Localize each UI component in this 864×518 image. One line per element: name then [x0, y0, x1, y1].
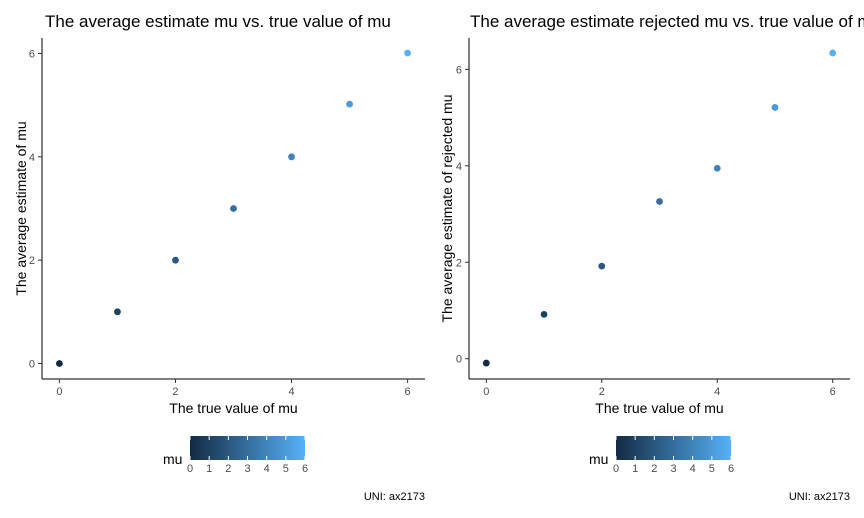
legend-tick-label: 4 [690, 463, 696, 475]
data-point [404, 49, 411, 57]
data-point [172, 256, 179, 264]
legend-tick-label: 1 [206, 463, 212, 475]
chart-panel-2: The average estimate rejected mu vs. tru… [439, 12, 864, 503]
chart-caption: UNI: ax2173 [364, 491, 425, 503]
legend-tick-label: 3 [244, 463, 250, 475]
y-tick-label: 6 [29, 49, 35, 61]
data-point [829, 49, 837, 57]
legend-title: mu [589, 451, 608, 467]
legend-tick-label: 4 [264, 463, 270, 475]
chart-title: The average estimate rejected mu vs. tru… [470, 12, 864, 31]
legend-tick-label: 0 [187, 463, 193, 475]
y-tick-label: 4 [29, 152, 35, 164]
y-axis-title: The average estimate of rejected mu [439, 94, 455, 322]
legend-tick-label: 2 [651, 463, 657, 475]
data-point [114, 308, 121, 316]
legend-tick-label: 6 [728, 463, 734, 475]
data-point [713, 164, 721, 172]
legend-tick-label: 2 [225, 463, 231, 475]
data-point [56, 360, 63, 367]
legend-tick-label: 6 [302, 463, 308, 475]
x-tick-label: 6 [405, 386, 411, 398]
x-tick-label: 6 [830, 386, 836, 398]
data-point [230, 205, 237, 212]
legend-tick-label: 3 [670, 463, 676, 475]
x-tick-label: 4 [714, 386, 720, 398]
legend-tick-label: 5 [283, 463, 289, 475]
x-axis-title: The true value of mu [595, 400, 723, 416]
y-axis-title: The average estimate of mu [13, 121, 29, 295]
legend-title: mu [163, 451, 182, 467]
legend-tick-label: 1 [632, 463, 638, 475]
x-tick-label: 2 [599, 386, 605, 398]
legend-tick-label: 5 [709, 463, 715, 475]
x-tick-label: 2 [172, 386, 178, 398]
color-legend: mu 0 1 2 3 4 5 6 [589, 436, 734, 475]
chart-title: The average estimate mu vs. true value o… [45, 12, 391, 31]
chart-panel-1: The average estimate mu vs. true value o… [13, 12, 425, 503]
y-tick-label: 4 [456, 161, 462, 173]
y-tick-label: 2 [456, 257, 462, 269]
data-point [482, 359, 490, 367]
data-point [771, 104, 779, 111]
chart-caption: UNI: ax2173 [789, 491, 850, 503]
color-legend: mu 0 1 2 3 4 5 6 [163, 436, 308, 475]
x-tick-label: 0 [56, 386, 62, 398]
data-point [540, 310, 548, 318]
data-point [346, 100, 353, 108]
y-tick-label: 0 [456, 354, 462, 366]
y-tick-label: 2 [29, 255, 35, 267]
x-tick-label: 4 [288, 386, 294, 398]
data-point [288, 153, 295, 161]
data-point [656, 198, 663, 205]
x-tick-label: 0 [483, 386, 489, 398]
legend-tick-label: 0 [613, 463, 619, 475]
x-axis-title: The true value of mu [169, 400, 297, 416]
data-point [598, 262, 606, 270]
y-tick-label: 6 [456, 64, 462, 76]
y-tick-label: 0 [29, 359, 35, 371]
